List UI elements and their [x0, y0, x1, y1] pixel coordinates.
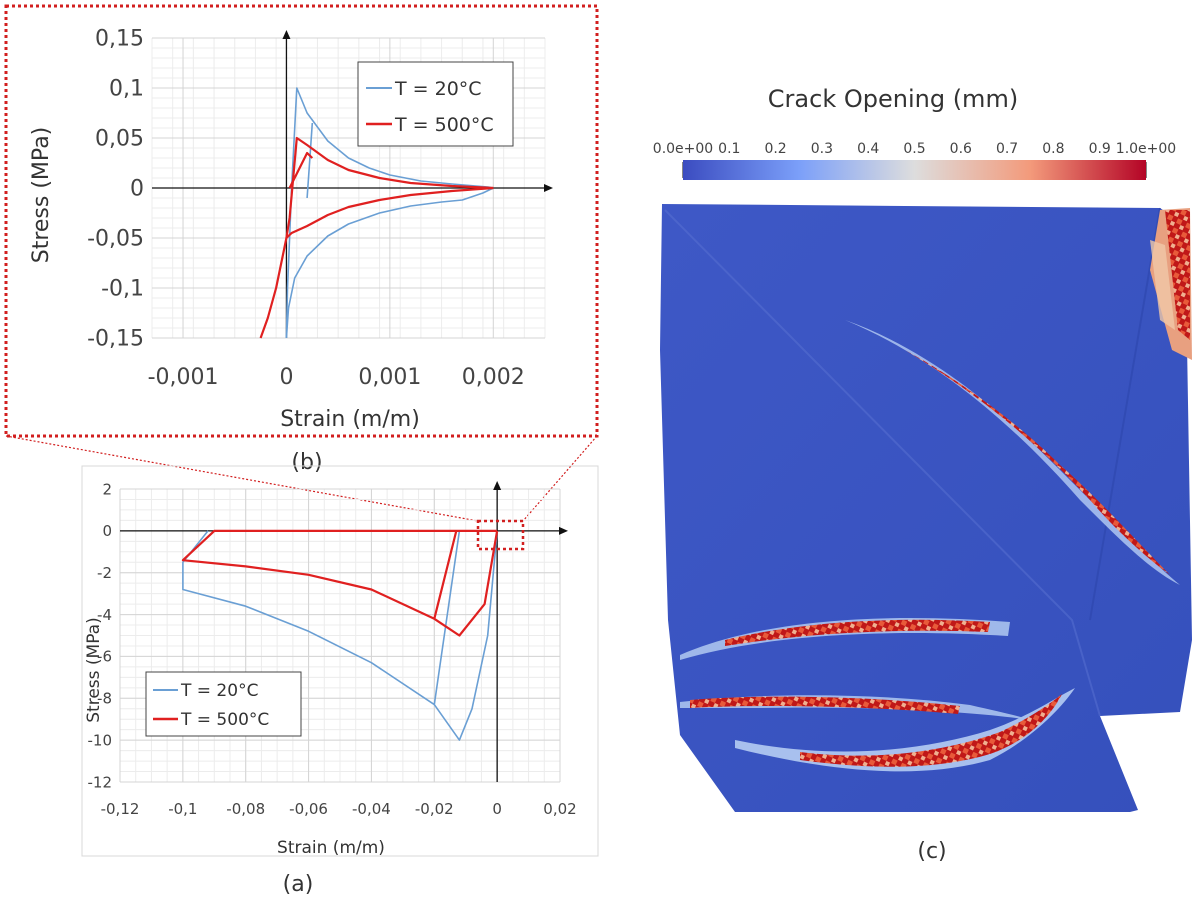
split-line — [664, 209, 1101, 717]
x-tick-label: -0,08 — [226, 800, 265, 818]
colorbar-tick-label: 0.9 — [1089, 141, 1111, 157]
crack-horizontal-2 — [690, 696, 960, 714]
zoom-frame — [4, 4, 599, 438]
y-tick-label: 0,1 — [109, 77, 144, 102]
x-tick-label: 0 — [492, 800, 502, 818]
crack-horizontal-1 — [725, 619, 990, 646]
panel-a-frame — [81, 465, 599, 857]
x-tick-label: -0,06 — [289, 800, 328, 818]
y-tick-label: 0,15 — [95, 27, 144, 52]
x-axis-arrow — [559, 526, 568, 535]
crack-edge — [1165, 210, 1190, 340]
series-line-500c — [181, 529, 499, 637]
y-tick-label: 0,05 — [95, 127, 144, 152]
series-line-500c — [288, 151, 314, 189]
panel-b-ylabel: Stress (MPa) — [29, 127, 54, 264]
panel-b-series — [259, 87, 494, 339]
series-line-20c — [285, 87, 494, 339]
crack-diagonal — [905, 350, 1170, 575]
colorbar — [683, 160, 1146, 180]
y-tick-label: 0 — [130, 177, 144, 202]
x-tick-label: -0,001 — [148, 365, 219, 390]
colorbar-tick-label: 0.0e+00 — [653, 141, 713, 157]
y-tick-label: -0,05 — [87, 227, 144, 252]
colorbar-tick-label: 0.3 — [811, 141, 833, 157]
colorbar-tick-label: 0.8 — [1042, 141, 1064, 157]
y-tick-label: -0,1 — [101, 277, 144, 302]
y-tick-label: -12 — [88, 773, 113, 791]
panel-c-crack-map: Crack Opening (mm) 0.0e+00 0.1 0.2 0.3 0.4 0.… — [653, 85, 1192, 864]
y-tick-label: -2 — [97, 564, 112, 582]
y-tick-label: -6 — [97, 648, 112, 666]
crack-halo — [845, 320, 1180, 585]
colorbar-tick-label: 0.2 — [764, 141, 786, 157]
panel-a-xlabel: Strain (m/m) — [277, 838, 385, 858]
legend-label-20c: T = 20°C — [180, 681, 258, 701]
legend-label-500c: T = 500°C — [394, 114, 494, 136]
legend-box — [145, 671, 302, 737]
series-line-500c — [285, 136, 494, 239]
x-tick-label: -0,04 — [352, 800, 391, 818]
x-tick-label: 0,002 — [462, 365, 525, 390]
y-tick-label: -10 — [88, 731, 113, 749]
y-tick-label: 0 — [102, 522, 112, 540]
colorbar-title: Crack Opening (mm) — [768, 85, 1018, 113]
y-tick-label: -8 — [97, 690, 112, 708]
legend-box — [357, 61, 514, 147]
x-tick-label: 0 — [279, 365, 293, 390]
crack-lower — [800, 694, 1062, 767]
y-tick-label: 2 — [102, 480, 112, 498]
panel-a-chart: -0,12 -0,1 -0,08 -0,06 -0,04 -0,02 0 0,02 2 0 -2 -4… — [81, 465, 599, 897]
y-tick-label: -4 — [97, 606, 112, 624]
panel-b-ticks: -0,001 0 0,001 0,002 0,15 0,1 0,05 0 -0,05 -0,1 -0… — [87, 27, 525, 390]
specimen-body — [660, 204, 1192, 812]
x-axis-arrow — [544, 184, 553, 192]
legend-label-500c: T = 500°C — [180, 710, 269, 730]
split-line-2 — [1089, 207, 1161, 621]
colorbar-tick-label: 1.0e+00 — [1116, 141, 1176, 157]
panel-a-series — [181, 529, 499, 741]
panel-a-caption: (a) — [283, 872, 314, 897]
x-tick-label: -0,12 — [101, 800, 140, 818]
colorbar-tick-label: 0.1 — [718, 141, 740, 157]
colorbar-tick-label: 0.6 — [950, 141, 972, 157]
y-tick-label: -0,15 — [87, 327, 144, 352]
zoom-region-box — [476, 519, 525, 551]
y-axis-arrow — [493, 481, 502, 490]
x-tick-label: -0,1 — [168, 800, 197, 818]
colorbar-tick-label: 0.4 — [857, 141, 879, 157]
legend-label-20c: T = 20°C — [394, 78, 482, 100]
series-line-500c — [259, 186, 494, 339]
panel-a-ylabel: Stress (MPa) — [84, 617, 104, 723]
panel-a-legend: T = 20°C T = 500°C — [145, 671, 302, 737]
colorbar-tick-label: 0.7 — [996, 141, 1018, 157]
series-line-20c — [285, 187, 494, 339]
series-line-20c — [306, 122, 314, 199]
y-axis-arrow — [282, 30, 291, 39]
series-line-20c — [182, 530, 498, 741]
zoom-connector-left — [5, 435, 479, 522]
x-tick-label: -0,02 — [415, 800, 454, 818]
panel-a-grid — [119, 481, 568, 783]
zoom-connector-right — [522, 435, 598, 522]
panel-b-caption: (b) — [291, 450, 322, 475]
panel-c-caption: (c) — [917, 839, 946, 864]
panel-b-chart: -0,001 0 0,001 0,002 0,15 0,1 0,05 0 -0,05 -0,1 -0… — [4, 4, 599, 475]
panel-b-legend: T = 20°C T = 500°C — [357, 61, 514, 147]
panel-b-xlabel: Strain (m/m) — [280, 407, 420, 432]
x-tick-label: 0,001 — [358, 365, 421, 390]
x-tick-label: 0,02 — [543, 800, 576, 818]
panel-a-ticks: -0,12 -0,1 -0,08 -0,06 -0,04 -0,02 0 0,02 2 0 -2 -4… — [88, 480, 577, 818]
crack-edge-light — [1150, 240, 1175, 330]
colorbar-tick-label: 0.5 — [903, 141, 925, 157]
